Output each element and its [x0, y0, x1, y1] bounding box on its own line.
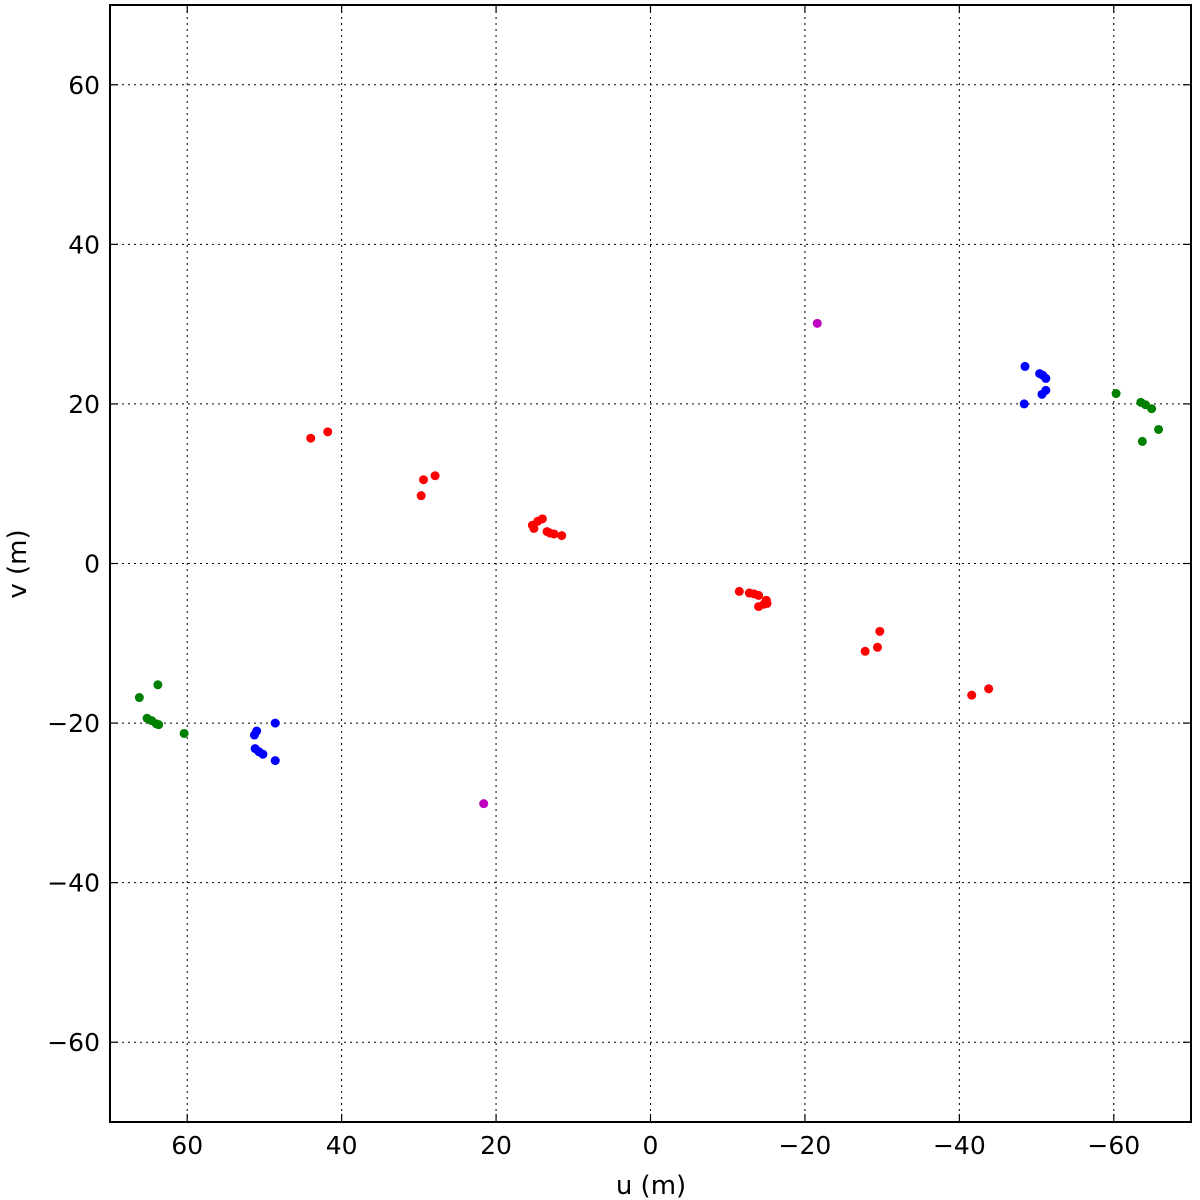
x-tick-label: 0: [643, 1131, 659, 1160]
data-point: [430, 471, 440, 481]
data-point: [537, 514, 547, 524]
data-point: [1020, 361, 1030, 371]
data-point: [418, 475, 428, 485]
data-point: [270, 718, 280, 728]
x-tick-label: −60: [1087, 1131, 1140, 1160]
x-tick-label: 60: [171, 1131, 203, 1160]
x-tick-label: −40: [933, 1131, 986, 1160]
y-tick-label: 40: [68, 230, 100, 259]
data-point: [1137, 436, 1147, 446]
data-point: [762, 598, 772, 608]
data-point: [416, 491, 426, 501]
tick-marks: [110, 5, 1191, 1122]
y-axis-label: v (m): [3, 529, 33, 598]
y-tick-label: −40: [47, 869, 100, 898]
data-point: [1041, 385, 1051, 395]
y-tick-label: 0: [84, 550, 100, 579]
grid-lines: [110, 5, 1191, 1122]
data-point: [306, 433, 316, 443]
data-point: [1111, 389, 1121, 399]
y-tick-label: −60: [47, 1028, 100, 1057]
data-point: [479, 799, 489, 809]
data-point: [557, 531, 567, 541]
data-point: [270, 756, 280, 766]
data-point: [154, 720, 164, 730]
data-points: [134, 318, 1164, 809]
data-point: [1019, 399, 1029, 409]
x-tick-label: 40: [326, 1131, 358, 1160]
data-point: [258, 749, 268, 759]
data-point: [323, 427, 333, 437]
data-point: [1041, 373, 1051, 383]
x-axis-label: u (m): [616, 1171, 686, 1200]
data-point: [967, 690, 977, 700]
data-point: [873, 642, 883, 652]
data-point: [252, 726, 262, 736]
data-point: [153, 680, 163, 690]
y-tick-label: 60: [68, 71, 100, 100]
data-point: [179, 728, 189, 738]
x-tick-label: −20: [779, 1131, 832, 1160]
y-tick-label: −20: [47, 709, 100, 738]
y-tick-label: 20: [68, 390, 100, 419]
data-point: [734, 586, 744, 596]
data-point: [1154, 424, 1164, 434]
data-point: [134, 693, 144, 703]
data-point: [875, 626, 885, 636]
data-point: [529, 523, 539, 533]
data-point: [754, 590, 764, 600]
tick-labels: 60 40 20 0 −20 −40 −60 60 40 20 0 −20 −40 −60: [47, 71, 1140, 1160]
data-point: [860, 646, 870, 656]
x-tick-label: 20: [480, 1131, 512, 1160]
data-point: [812, 318, 822, 328]
data-point: [549, 529, 559, 539]
data-point: [984, 684, 994, 694]
data-point: [1147, 404, 1157, 414]
